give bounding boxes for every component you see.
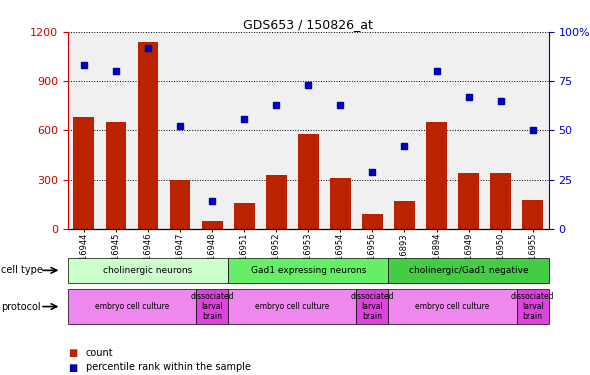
Text: Gad1 expressing neurons: Gad1 expressing neurons xyxy=(251,266,366,275)
Text: dissociated
larval
brain: dissociated larval brain xyxy=(511,292,555,321)
Point xyxy=(303,82,313,88)
Bar xyxy=(170,180,191,229)
Text: dissociated
larval
brain: dissociated larval brain xyxy=(350,292,394,321)
Title: GDS653 / 150826_at: GDS653 / 150826_at xyxy=(243,18,373,31)
Point xyxy=(175,123,185,129)
Text: cell type: cell type xyxy=(1,266,43,275)
Text: cholinergic neurons: cholinergic neurons xyxy=(103,266,192,275)
Text: embryo cell culture: embryo cell culture xyxy=(255,302,329,311)
Text: ■: ■ xyxy=(68,363,77,372)
Bar xyxy=(298,134,319,229)
Bar xyxy=(202,220,222,229)
Bar xyxy=(490,173,511,229)
Point xyxy=(432,68,441,74)
Point xyxy=(79,62,88,68)
Bar xyxy=(522,200,543,229)
Text: dissociated
larval
brain: dissociated larval brain xyxy=(191,292,234,321)
Bar xyxy=(74,117,94,229)
Bar xyxy=(266,175,287,229)
Bar xyxy=(234,202,254,229)
Point xyxy=(496,98,505,104)
Text: embryo cell culture: embryo cell culture xyxy=(95,302,169,311)
Bar xyxy=(362,214,383,229)
Point xyxy=(464,94,473,100)
Bar xyxy=(106,122,126,229)
Point xyxy=(143,45,153,51)
Text: percentile rank within the sample: percentile rank within the sample xyxy=(86,363,251,372)
Point xyxy=(111,68,120,74)
Point xyxy=(336,102,345,108)
Point xyxy=(271,102,281,108)
Text: protocol: protocol xyxy=(1,302,41,312)
Bar xyxy=(458,173,479,229)
Text: cholinergic/Gad1 negative: cholinergic/Gad1 negative xyxy=(409,266,529,275)
Point xyxy=(528,128,537,134)
Bar xyxy=(330,178,350,229)
Bar xyxy=(426,122,447,229)
Text: embryo cell culture: embryo cell culture xyxy=(415,302,490,311)
Text: ■: ■ xyxy=(68,348,77,358)
Point xyxy=(207,198,217,204)
Bar xyxy=(394,201,415,229)
Bar xyxy=(137,42,158,229)
Point xyxy=(368,169,377,175)
Point xyxy=(399,143,409,149)
Text: count: count xyxy=(86,348,113,358)
Point xyxy=(240,116,249,122)
